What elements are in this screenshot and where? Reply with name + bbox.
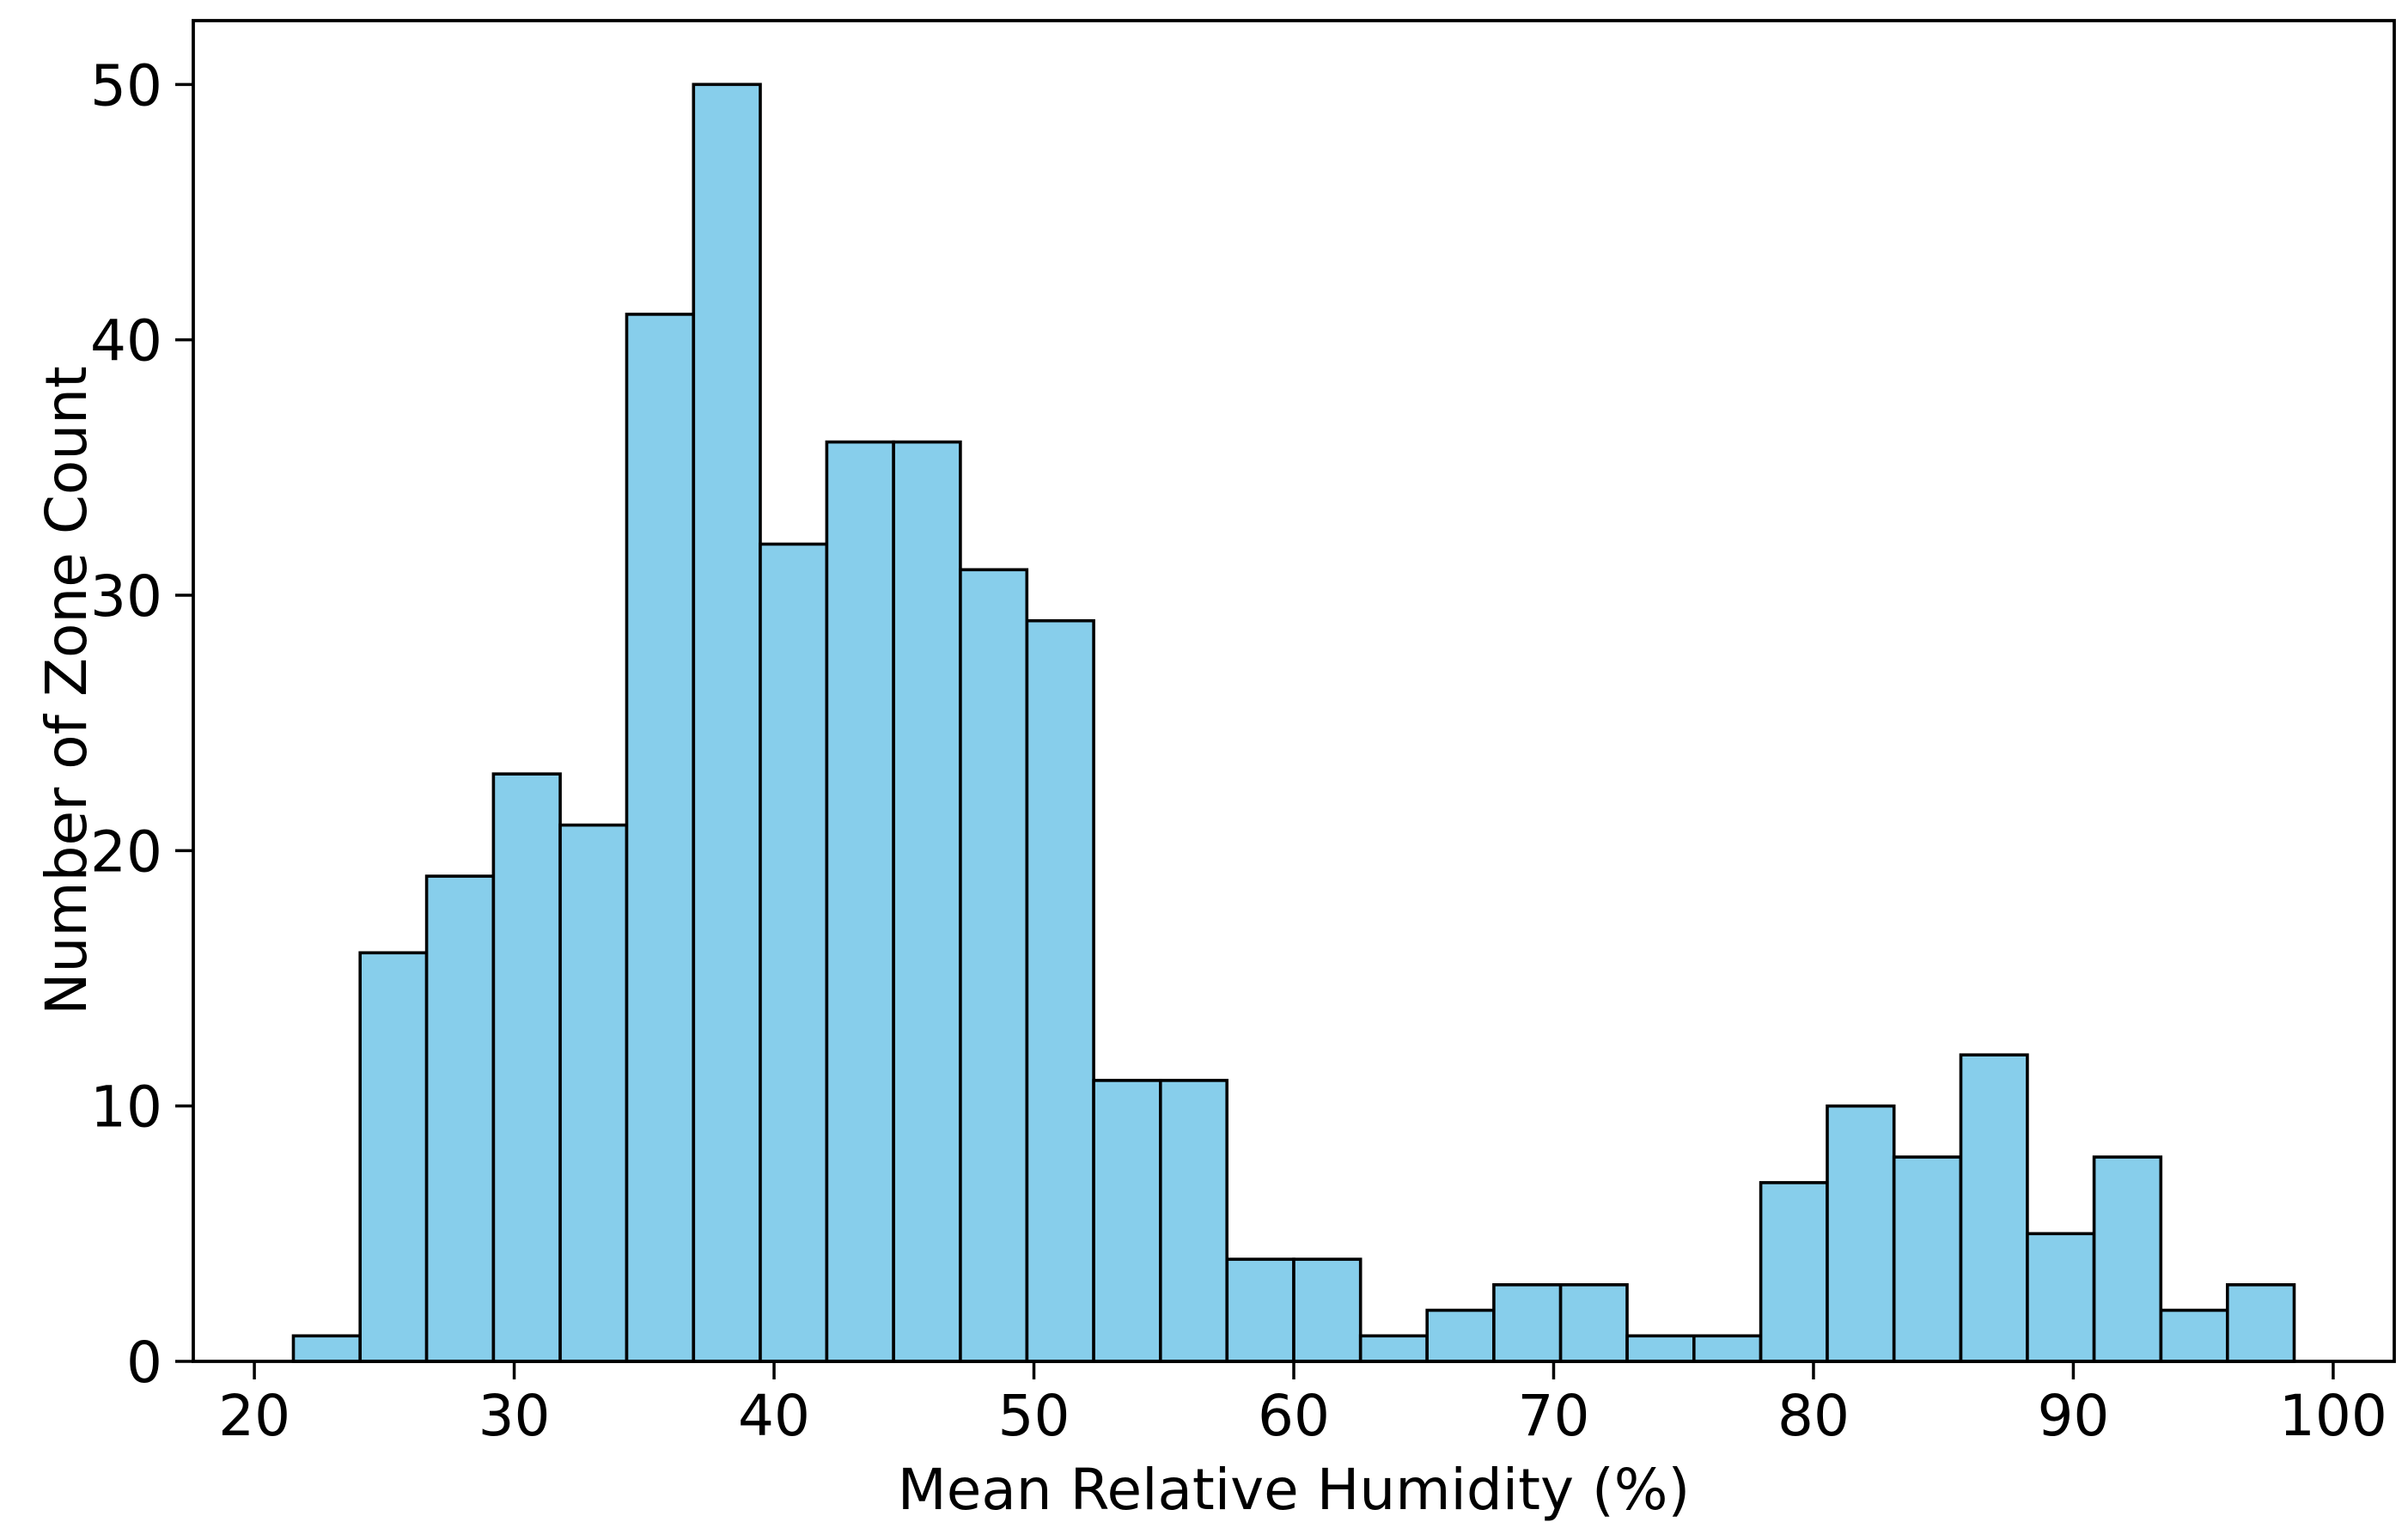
x-tick-label: 20 <box>218 1383 290 1449</box>
histogram-bar <box>1759 1181 1829 1363</box>
x-tick-label: 100 <box>2279 1383 2387 1449</box>
y-tick-label: 50 <box>90 52 162 119</box>
y-tick-label: 20 <box>90 819 162 885</box>
histogram-bar <box>1558 1283 1629 1363</box>
histogram-bar <box>1025 618 1095 1363</box>
histogram-bar <box>959 568 1029 1363</box>
histogram-bar <box>892 440 962 1363</box>
histogram-bar <box>1492 1283 1563 1363</box>
histogram-bar <box>1159 1079 1229 1363</box>
histogram-bar <box>1892 1155 1963 1363</box>
histogram-bar <box>1625 1334 1696 1363</box>
y-tick-label: 0 <box>126 1330 162 1396</box>
histogram-bar <box>358 951 429 1363</box>
y-tick-label: 40 <box>90 308 162 374</box>
y-tick-label: 30 <box>90 563 162 630</box>
histogram-bar <box>1225 1257 1295 1363</box>
histogram-bar <box>2026 1232 2096 1363</box>
histogram-bar <box>692 82 762 1363</box>
histogram-bar <box>1692 1334 1763 1363</box>
histogram-bar <box>1425 1308 1496 1363</box>
histogram-bar <box>1292 1257 1363 1363</box>
x-tick-label: 40 <box>738 1383 810 1449</box>
y-tick-label: 10 <box>90 1074 162 1141</box>
x-axis-label: Mean Relative Humidity (%) <box>897 1457 1691 1523</box>
histogram-bar <box>1959 1053 2029 1363</box>
histogram-bar <box>2159 1308 2229 1363</box>
plot-border <box>192 19 2396 1363</box>
histogram-bar <box>1092 1079 1162 1363</box>
histogram-bar <box>625 313 695 1363</box>
x-tick-label: 50 <box>998 1383 1070 1449</box>
x-tick-label: 70 <box>1517 1383 1589 1449</box>
x-tick-label: 30 <box>479 1383 551 1449</box>
histogram-bar <box>1826 1104 1896 1363</box>
histogram-bar <box>558 823 629 1363</box>
y-axis-label: Number of Zone Count <box>34 366 100 1015</box>
x-tick-label: 90 <box>2037 1383 2109 1449</box>
histogram-bar <box>491 772 562 1363</box>
histogram-bar <box>2092 1155 2163 1363</box>
bars-group <box>291 82 2296 1363</box>
x-tick-label: 60 <box>1258 1383 1330 1449</box>
histogram-bar <box>1358 1334 1429 1363</box>
histogram-bar <box>759 542 829 1363</box>
histogram-bar <box>291 1334 362 1363</box>
histogram-bar <box>825 440 895 1363</box>
x-tick-label: 80 <box>1777 1383 1850 1449</box>
histogram-bar <box>424 874 496 1363</box>
axes-group: 20 30 40 50 60 70 80 90 100 0 10 20 30 40 50 <box>90 19 2396 1449</box>
histogram-bar <box>2226 1283 2296 1363</box>
